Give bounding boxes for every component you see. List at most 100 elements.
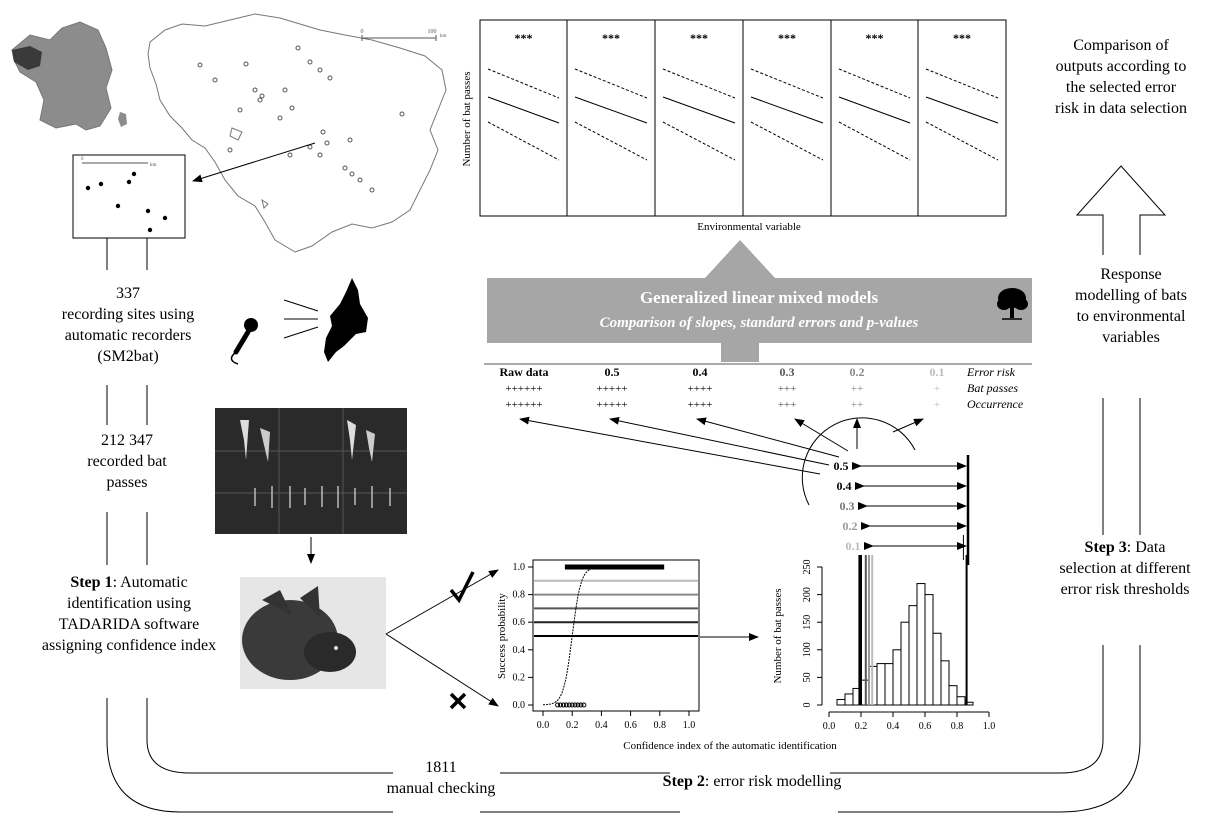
- threshold-label: 0.1: [846, 539, 861, 553]
- lower-ci-line: [662, 121, 736, 161]
- failure-point: [560, 702, 566, 708]
- upper-ci-line: [487, 68, 560, 99]
- y-axis-label: Number of bat passes: [772, 588, 784, 683]
- zoom-arrow: [192, 142, 316, 183]
- x-tick-label: 0.8: [654, 720, 667, 731]
- inset-scale-unit: km: [150, 163, 157, 168]
- panel-significance-stars: ***: [953, 31, 971, 45]
- glmm-title: Generalized linear mixed models: [640, 288, 879, 307]
- x-tick-label: 0.4: [595, 720, 608, 731]
- threshold-label: 0.3: [840, 499, 855, 513]
- map-scale-unit: km: [440, 34, 447, 39]
- upper-ci-line: [750, 68, 824, 99]
- brittany-map: [147, 13, 447, 253]
- threshold-arrows: 0.5 0.4 0.3 0.2 0.1: [834, 455, 970, 565]
- histogram-bar: [940, 660, 950, 706]
- step1-label: Step 1: Automatic identification using T…: [38, 572, 220, 656]
- sites-label: 337 recording sites using automatic reco…: [40, 283, 216, 367]
- table-column-header: 0.5: [605, 365, 620, 379]
- lower-ci-line: [925, 121, 999, 161]
- occurrence-cell: ++: [851, 399, 863, 411]
- panels-ylabel: Number of bat passes: [461, 71, 473, 166]
- table-column-header: Raw data: [499, 365, 548, 379]
- y-tick-label: 250: [802, 560, 813, 575]
- slope-panels: *** *** *** *** *** ***: [479, 19, 1007, 217]
- upper-ci-line: [925, 68, 999, 99]
- bat-passes-cell: +: [934, 383, 940, 395]
- manual-label: 1811 manual checking: [385, 757, 497, 799]
- x-tick-label: 0.6: [624, 720, 637, 731]
- slope-line: [750, 96, 824, 124]
- table-row-label: Error risk: [966, 365, 1016, 379]
- y-tick-label: 0: [802, 703, 813, 708]
- histogram-bar: [932, 632, 942, 706]
- x-tick-label: 0.0: [537, 720, 550, 731]
- failure-point: [558, 702, 564, 708]
- sites-text: recording sites using automatic recorder…: [61, 306, 195, 365]
- island-outline: [261, 198, 269, 209]
- bat-passes-cell: +++: [778, 383, 797, 395]
- slope-line: [662, 96, 736, 124]
- x-axis-label: Confidence index of the automatic identi…: [623, 740, 837, 752]
- site-markers: [197, 45, 405, 193]
- histogram-bar: [924, 594, 934, 706]
- histogram-bar: [900, 621, 910, 706]
- y-tick-label: 100: [802, 642, 813, 657]
- histogram-bar: [964, 701, 974, 706]
- microphone-icon: [230, 318, 258, 365]
- manual-count: 1811: [425, 759, 457, 776]
- failure-point: [575, 702, 581, 708]
- x-tick-label: 0.6: [919, 721, 932, 732]
- inset-site-points: [85, 171, 168, 233]
- map-scale-start: 0: [361, 29, 364, 35]
- panel-significance-stars: ***: [778, 31, 796, 45]
- map-scale-end: 100: [428, 29, 437, 35]
- outputs-label: Comparison of outputs according to the s…: [1055, 37, 1187, 117]
- panel-significance-stars: ***: [866, 31, 884, 45]
- y-tick-label: 0.2: [513, 672, 526, 683]
- check-icon: [449, 571, 475, 604]
- step3-label: Step 3: Data selection at different erro…: [1055, 537, 1195, 600]
- brittany-highlight: [12, 46, 42, 70]
- histogram-bar: [836, 698, 846, 706]
- results-table: Raw data++++++++++++0.5++++++++++0.4++++…: [484, 363, 1032, 411]
- failure-point: [578, 702, 584, 708]
- glmm-subtitle: Comparison of slopes, standard errors an…: [600, 315, 919, 331]
- table-column-header: 0.2: [850, 365, 865, 379]
- tree-icon: [997, 288, 1028, 320]
- panel-significance-stars: ***: [602, 31, 620, 45]
- step1-title: Step 1: [70, 574, 113, 591]
- manual-text: manual checking: [386, 780, 496, 797]
- table-column-header: 0.3: [780, 365, 795, 379]
- histogram-bar: [844, 693, 854, 706]
- lower-ci-line: [487, 121, 560, 161]
- bat-passes-cell: ++++: [688, 383, 713, 395]
- sites-count: 337: [116, 285, 140, 302]
- step2-label: Step 2: error risk modelling: [662, 771, 842, 792]
- histogram-bar: [876, 663, 886, 706]
- x-tick-label: 0.4: [887, 721, 900, 732]
- y-tick-label: 0.0: [513, 700, 526, 711]
- passes-text: recorded bat passes: [87, 453, 167, 491]
- y-tick-label: 0.4: [513, 645, 526, 656]
- x-tick-label: 0.0: [823, 721, 836, 732]
- confidence-histogram: 0.0 0.2 0.4 0.6 0.8 1.0 0 50 100 150 200 250 Number …: [772, 535, 995, 732]
- passes-label: 212 347 recorded bat passes: [66, 430, 188, 493]
- histogram-bar: [908, 605, 918, 706]
- x-tick-label: 0.8: [951, 721, 964, 732]
- france-map: [11, 21, 113, 131]
- x-tick-label: 1.0: [683, 720, 696, 731]
- step3-text: : Data selection at different error risk…: [1059, 539, 1191, 598]
- table-arrows: [519, 416, 924, 475]
- plot-frame: [532, 559, 700, 712]
- histogram-bar: [948, 685, 958, 706]
- sound-wave-lines: [283, 299, 319, 339]
- upper-ci-line: [838, 68, 911, 99]
- table-column-header: 0.4: [693, 365, 708, 379]
- bat-passes-cell: ++: [851, 383, 863, 395]
- lower-ci-line: [750, 121, 824, 161]
- x-tick-label: 1.0: [983, 721, 996, 732]
- slope-line: [838, 96, 911, 124]
- site-inset-box: [72, 154, 186, 239]
